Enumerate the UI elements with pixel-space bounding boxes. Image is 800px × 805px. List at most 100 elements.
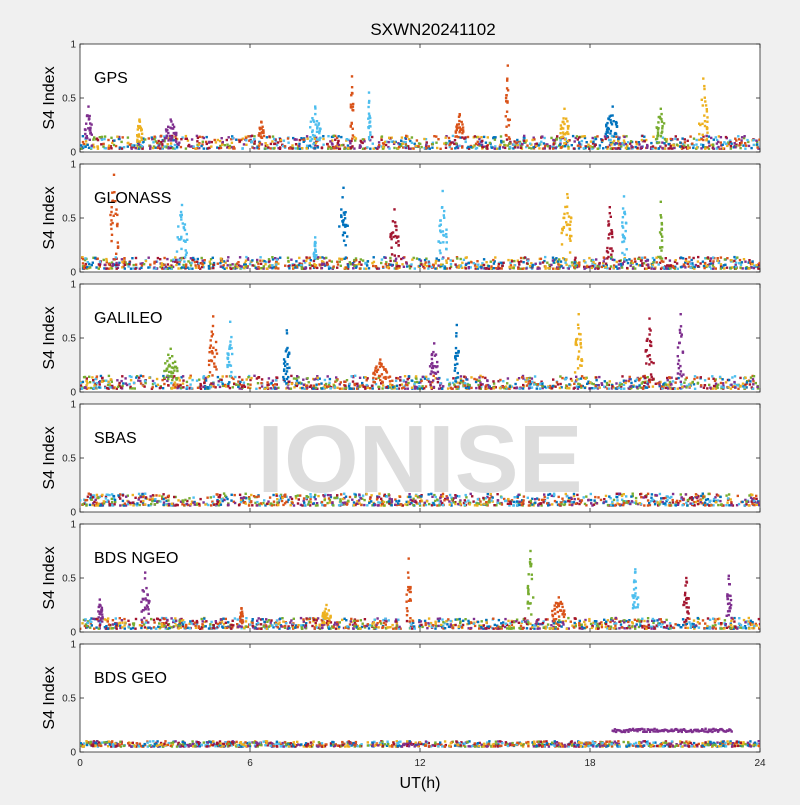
data-point <box>647 383 649 385</box>
data-point <box>185 266 187 268</box>
data-point <box>219 262 221 264</box>
data-point <box>368 125 370 127</box>
data-point <box>250 140 252 142</box>
data-point <box>564 145 566 147</box>
data-point <box>650 497 652 499</box>
data-point <box>97 148 99 150</box>
data-point <box>753 144 755 146</box>
data-point <box>748 494 750 496</box>
data-point <box>98 381 100 383</box>
data-point <box>369 387 371 389</box>
data-point <box>455 347 457 349</box>
data-point <box>455 131 457 133</box>
data-point <box>634 258 636 260</box>
data-point <box>560 146 562 148</box>
data-point <box>552 143 554 145</box>
data-point <box>685 260 687 262</box>
data-point <box>699 262 701 264</box>
data-point <box>406 262 408 264</box>
data-point <box>518 263 520 265</box>
data-point <box>443 234 445 236</box>
data-point <box>662 261 664 263</box>
data-point <box>89 266 91 268</box>
data-point <box>728 493 730 495</box>
data-point <box>643 136 645 138</box>
data-point <box>708 378 710 380</box>
data-point <box>95 378 97 380</box>
data-point <box>739 377 741 379</box>
data-point <box>704 97 706 99</box>
data-point <box>741 261 743 263</box>
data-point <box>492 259 494 261</box>
data-point <box>350 125 352 127</box>
data-point <box>749 380 751 382</box>
data-point <box>142 496 144 498</box>
data-point <box>493 387 495 389</box>
data-point <box>259 387 261 389</box>
data-point <box>258 376 260 378</box>
data-point <box>475 387 477 389</box>
data-point <box>334 386 336 388</box>
data-point <box>159 258 161 260</box>
data-point <box>744 377 746 379</box>
data-point <box>110 219 112 221</box>
data-point <box>563 108 565 110</box>
data-point <box>505 126 507 128</box>
data-point <box>752 388 754 390</box>
data-point <box>670 145 672 147</box>
data-point <box>507 119 509 121</box>
data-point <box>490 261 492 263</box>
data-point <box>573 387 575 389</box>
data-point <box>180 236 182 238</box>
data-point <box>621 241 623 243</box>
data-point <box>260 263 262 265</box>
data-point <box>592 261 594 263</box>
data-point <box>396 388 398 390</box>
data-point <box>358 263 360 265</box>
data-point <box>502 141 504 143</box>
data-point <box>226 357 228 359</box>
data-point <box>505 97 507 99</box>
data-point <box>130 379 132 381</box>
data-point <box>484 377 486 379</box>
data-point <box>202 260 204 262</box>
data-point <box>717 257 719 259</box>
data-point <box>525 267 527 269</box>
data-point <box>380 262 382 264</box>
data-point <box>502 380 504 382</box>
data-point <box>660 249 662 251</box>
data-point <box>225 385 227 387</box>
data-point <box>399 376 401 378</box>
data-point <box>606 135 608 137</box>
data-point <box>477 136 479 138</box>
data-point <box>321 147 323 149</box>
data-point <box>198 143 200 145</box>
data-point <box>296 385 298 387</box>
data-point <box>577 367 579 369</box>
data-point <box>683 382 685 384</box>
data-point <box>618 503 620 505</box>
data-point <box>579 343 581 345</box>
data-point <box>295 143 297 145</box>
data-point <box>562 229 564 231</box>
data-point <box>703 114 705 116</box>
data-point <box>340 208 342 210</box>
data-point <box>353 147 355 149</box>
data-point <box>442 241 444 243</box>
data-point <box>154 136 156 138</box>
data-point <box>740 264 742 266</box>
data-point <box>480 384 482 386</box>
data-point <box>730 259 732 261</box>
data-point <box>399 379 401 381</box>
data-point <box>728 504 730 506</box>
data-point <box>409 267 411 269</box>
data-point <box>676 144 678 146</box>
data-point <box>243 266 245 268</box>
data-point <box>730 147 732 149</box>
data-point <box>345 256 347 258</box>
data-point <box>121 147 123 149</box>
data-point <box>566 212 568 214</box>
data-point <box>113 144 115 146</box>
data-point <box>328 382 330 384</box>
data-point <box>225 375 227 377</box>
